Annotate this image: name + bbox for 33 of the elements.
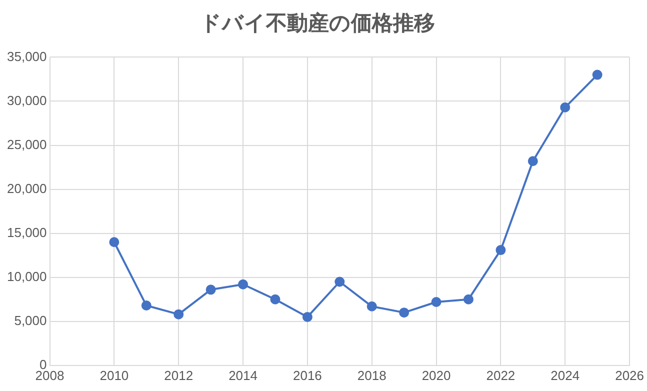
x-tick-label: 2018: [357, 368, 386, 383]
point: [206, 284, 216, 295]
point: [592, 70, 602, 80]
x-tick-label: 2020: [422, 368, 451, 383]
y-tick-label: 15,000: [6, 224, 47, 240]
y-tick-label: 35,000: [6, 48, 47, 64]
x-tick-label: 2026: [615, 368, 644, 383]
y-tick-label: 20,000: [6, 180, 47, 196]
point: [141, 300, 152, 311]
x-tick-label: 2012: [164, 368, 194, 383]
point: [366, 301, 377, 312]
point: [238, 279, 248, 290]
point: [174, 309, 184, 320]
point: [496, 245, 506, 256]
point: [109, 237, 120, 248]
point: [560, 102, 570, 112]
y-tick-label: 30,000: [6, 92, 47, 108]
y-tick-label: 25,000: [6, 136, 47, 152]
chart-title: ドバイ不動産の価格推移: [200, 11, 435, 36]
x-tick-label: 2014: [228, 368, 258, 383]
point: [528, 156, 538, 166]
point: [431, 297, 442, 307]
point: [399, 308, 410, 318]
x-tick-label: 2016: [292, 368, 322, 383]
point: [270, 294, 280, 304]
point: [334, 276, 345, 287]
x-tick-label: 2010: [100, 368, 129, 383]
x-tick-label: 2022: [486, 368, 516, 383]
point: [463, 294, 474, 304]
x-tick-label: 2024: [550, 368, 580, 383]
y-tick-label: 10,000: [6, 268, 47, 284]
y-tick-label: 5,000: [14, 312, 47, 328]
point: [302, 312, 312, 322]
